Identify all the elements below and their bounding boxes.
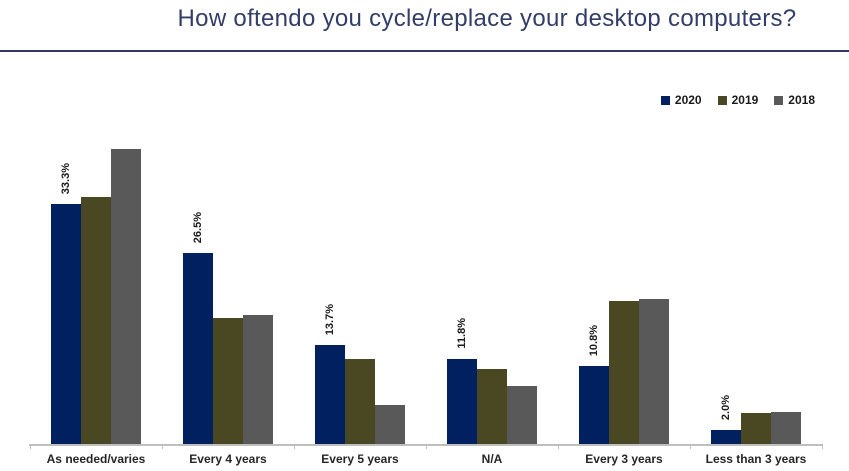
bar-value-label: 33.3% [60, 163, 72, 195]
x-axis-tick [293, 444, 295, 449]
category-label: Every 5 years [321, 452, 399, 466]
legend-swatch-2019 [717, 95, 727, 105]
bar-2019 [81, 197, 111, 444]
legend-item-2018: 2018 [774, 93, 815, 107]
x-axis-tick [29, 444, 31, 449]
x-axis-tick [821, 444, 823, 449]
legend-item-2020: 2020 [660, 93, 702, 107]
bar-2018 [243, 315, 273, 444]
category-label: Less than 3 years [705, 452, 807, 466]
chart-title: How oftendo you cycle/replace your deskt… [177, 5, 797, 32]
bar-2020 [51, 204, 81, 444]
bar-2019 [609, 300, 639, 444]
bar-2019 [213, 318, 243, 444]
bar-value-label: 10.8% [588, 325, 600, 357]
x-axis-tick [161, 444, 163, 449]
category-label: Every 3 years [585, 452, 663, 466]
bar-value-label: 11.8% [456, 318, 468, 349]
bar-2018 [375, 405, 405, 444]
bar-2018 [111, 148, 141, 444]
bar-value-label: 26.5% [192, 212, 204, 244]
bar-2020 [711, 429, 741, 444]
bar-2019 [741, 413, 771, 444]
category-label: N/A [481, 452, 503, 466]
bar-2020 [579, 366, 609, 444]
bar-2020 [183, 253, 213, 444]
bar-2018 [639, 299, 669, 444]
legend-item-2019: 2019 [717, 93, 759, 107]
x-axis-tick [425, 444, 427, 449]
legend: 2020 2019 2018 [660, 93, 815, 107]
bar-2020 [447, 359, 477, 444]
legend-label: 2019 [731, 93, 759, 107]
bar-value-label: 13.7% [324, 304, 336, 336]
bar-2019 [477, 369, 507, 444]
legend-swatch-2020 [660, 95, 670, 105]
category-label: As needed/varies [46, 452, 146, 466]
x-axis-tick [689, 444, 691, 449]
x-axis-tick [557, 444, 559, 449]
bar-value-label: 2.0% [720, 394, 732, 420]
title-divider [0, 50, 849, 52]
legend-label: 2020 [674, 93, 702, 107]
bar-2020 [315, 345, 345, 444]
bar-2018 [507, 386, 537, 444]
plot-area: 33.3% As needed/varies 26.5% Every 4 years 1… [29, 120, 823, 466]
bar-2018 [771, 412, 801, 444]
bar-2019 [345, 359, 375, 444]
category-label: Every 4 years [189, 452, 267, 466]
legend-label: 2018 [788, 93, 815, 107]
legend-swatch-2018 [774, 95, 784, 105]
